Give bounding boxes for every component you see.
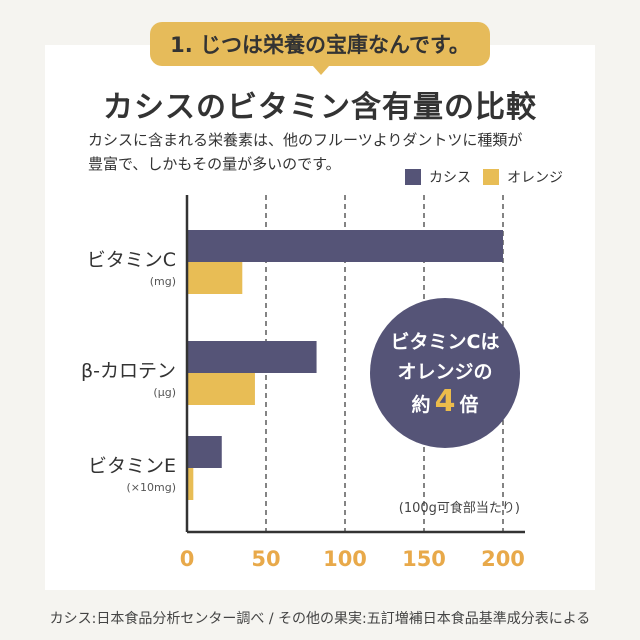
category-label: β-カロテン (81, 360, 176, 382)
source-footer: カシス:日本食品分析センター調べ / その他の果実:五訂増補日本食品基準成分表に… (49, 611, 591, 627)
callout-line-1: ビタミンCは (390, 330, 500, 353)
description-line-1: カシスに含まれる栄養素は、他のフルーツよりダントツに種類が (88, 131, 523, 149)
callout-line-2: オレンジの (397, 360, 493, 383)
bar-cassis (187, 436, 222, 468)
legend-item-orange: オレンジ (483, 167, 563, 187)
x-tick-label: 200 (481, 547, 525, 571)
category-unit: (μg) (153, 386, 176, 399)
section-badge: 1. じつは栄養の宝庫なんです。 (150, 22, 490, 75)
category-unit: (×10mg) (127, 481, 177, 494)
badge-text: 1. じつは栄養の宝庫なんです。 (170, 33, 470, 57)
chart-card (45, 45, 595, 590)
category-unit: (mg) (150, 275, 176, 288)
chart-title: カシスのビタミン含有量の比較 (103, 90, 537, 125)
description: カシスに含まれる栄養素は、他のフルーツよりダントツに種類が 豊富で、しかもその量… (88, 128, 568, 176)
description-line-2: 豊富で、しかもその量が多いのです。 (88, 155, 341, 173)
chart-note: (100g可食部当たり) (399, 500, 520, 516)
bar-orange (187, 468, 194, 500)
legend-label-orange: オレンジ (507, 170, 563, 186)
callout-prefix: 約 (411, 393, 431, 416)
legend-label-cassis: カシス (429, 170, 471, 186)
legend-swatch-orange (483, 169, 499, 185)
callout-suffix: 倍 (459, 393, 479, 416)
x-tick-label: 100 (323, 547, 367, 571)
x-tick-label: 0 (180, 547, 195, 571)
legend-item-cassis: カシス (405, 167, 471, 187)
legend-swatch-cassis (405, 169, 421, 185)
bar-cassis (187, 341, 317, 373)
legend: カシス オレンジ (405, 167, 575, 187)
bar-orange (187, 373, 255, 405)
x-tick-label: 150 (402, 547, 446, 571)
bar-cassis (187, 230, 503, 262)
callout-number: 4 (434, 383, 456, 419)
x-tick-label: 50 (251, 547, 280, 571)
bar-orange (187, 262, 243, 294)
category-label: ビタミンE (88, 455, 176, 477)
category-label: ビタミンC (87, 249, 176, 271)
